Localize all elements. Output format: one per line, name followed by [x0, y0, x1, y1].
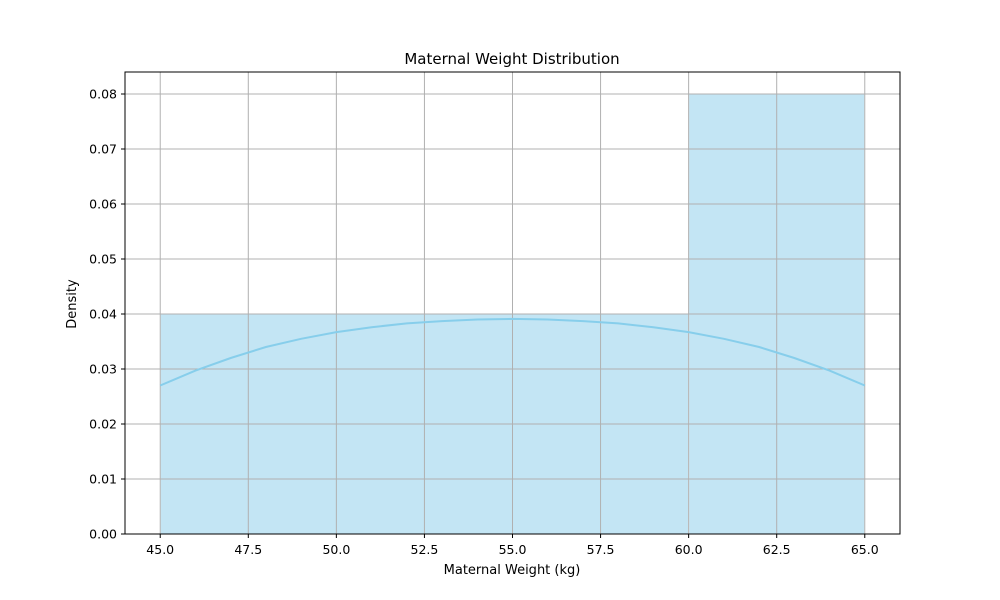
y-tick-label-1: 0.01 [89, 472, 117, 487]
x-tick-label-8: 65.0 [851, 542, 879, 557]
y-axis-label: Density [65, 279, 80, 329]
x-axis-ticks: 45.0 47.5 50.0 52.5 55.0 57.5 60.0 62.5 65.0 [146, 534, 879, 557]
x-axis-label: Maternal Weight (kg) [444, 563, 581, 578]
x-tick-label-6: 60.0 [675, 542, 703, 557]
x-tick-label-0: 45.0 [146, 542, 174, 557]
x-tick-label-3: 52.5 [411, 542, 439, 557]
x-tick-label-1: 47.5 [234, 542, 262, 557]
x-tick-label-2: 50.0 [322, 542, 350, 557]
kde-curve [159, 317, 866, 387]
y-tick-label-8: 0.08 [89, 87, 117, 102]
x-tick-label-7: 62.5 [763, 542, 791, 557]
chart-title: Maternal Weight Distribution [404, 50, 619, 68]
y-tick-label-7: 0.07 [89, 142, 117, 157]
y-axis-ticks: 0.00 0.01 0.02 0.03 0.04 0.05 0.06 0.07 0.08 [89, 87, 125, 542]
y-tick-label-2: 0.02 [89, 417, 117, 432]
y-tick-label-4: 0.04 [89, 307, 117, 322]
x-tick-label-4: 55.0 [499, 542, 527, 557]
x-tick-label-5: 57.5 [587, 542, 615, 557]
y-tick-label-3: 0.03 [89, 362, 117, 377]
y-tick-label-6: 0.06 [89, 197, 117, 212]
kde-curve-group [159, 317, 866, 387]
y-tick-label-5: 0.05 [89, 252, 117, 267]
y-tick-label-0: 0.00 [89, 527, 117, 542]
